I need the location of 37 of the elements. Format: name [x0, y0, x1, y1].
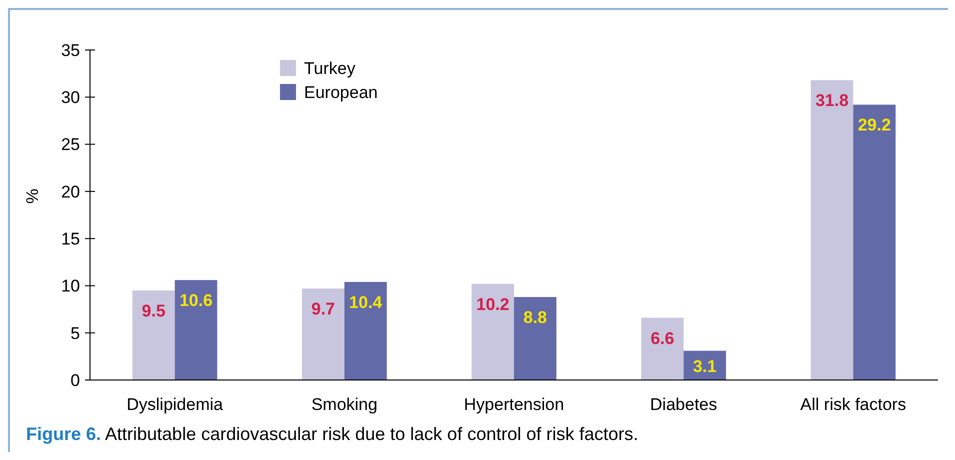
data-label: 9.5 [142, 301, 166, 320]
y-tick-label: 5 [70, 324, 80, 343]
text: Attributable cardiovascular risk due to lack of control of risk factors. [101, 424, 638, 444]
bar [514, 297, 556, 380]
x-tick-label: All risk factors [800, 395, 906, 414]
bar [472, 284, 514, 380]
data-label: 6.6 [650, 328, 674, 348]
x-tick-label: Dyslipidemia [126, 395, 224, 414]
x-tick-label: Smoking [311, 395, 378, 414]
data-label: 10.6 [179, 291, 213, 310]
y-tick-label: 0 [70, 370, 80, 390]
y-tick-label: 20 [61, 182, 80, 202]
legend-label: Turkey [304, 58, 356, 78]
data-label: 31.8 [815, 91, 849, 110]
legend-label: European [304, 82, 378, 102]
bar [302, 288, 344, 380]
y-axis-title: % [23, 188, 42, 204]
bar [853, 104, 896, 380]
data-label: 10.4 [349, 292, 383, 312]
x-tick-label: Diabetes [650, 395, 718, 414]
x-tick-label: Hypertension [464, 395, 564, 414]
bar [810, 80, 854, 380]
bar [641, 318, 684, 380]
data-label: 3.1 [692, 357, 717, 376]
bar [132, 290, 175, 380]
y-tick-label: 25 [61, 135, 80, 154]
bar [344, 282, 387, 380]
data-label: 29.2 [858, 116, 891, 135]
bar [174, 280, 218, 380]
data-label: 9.7 [311, 300, 336, 319]
y-tick-label: 15 [61, 230, 80, 249]
y-tick-label: 35 [61, 40, 80, 60]
caption: Figure 6. [26, 424, 102, 444]
data-label: 8.8 [523, 308, 548, 328]
data-label: 10.2 [476, 294, 510, 314]
y-tick-label: 30 [61, 88, 80, 108]
y-tick-label: 10 [61, 276, 80, 296]
